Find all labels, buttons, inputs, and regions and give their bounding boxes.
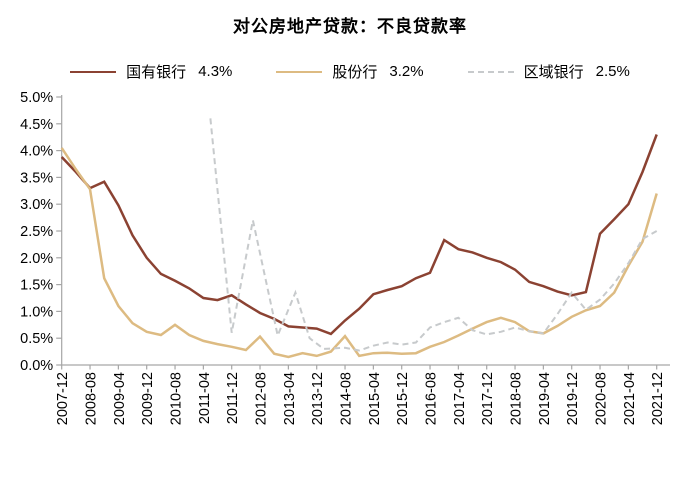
legend-label: 国有银行 (126, 64, 187, 81)
x-tick-label: 2017-12 (480, 372, 496, 425)
y-axis-ticks: 5.0% 4.5% 4.0% 3.5% 3.0% 2.5% 2.0% 1.5% 1.0% 0.5%… (20, 90, 62, 374)
legend-label: 股份行 (332, 64, 378, 81)
y-tick-label: 1.5% (20, 278, 53, 294)
x-tick-label: 2013-12 (310, 372, 326, 425)
x-tick-label: 2011-04 (197, 372, 213, 424)
x-tick-label: 2019-12 (565, 372, 581, 425)
x-tick-label: 2014-08 (339, 372, 355, 425)
x-tick-label: 2011-12 (225, 372, 241, 424)
legend-label: 区域银行 (523, 64, 584, 81)
x-tick-label: 2021-04 (622, 372, 638, 425)
legend-value: 4.3% (198, 63, 233, 80)
legend-item-state-owned-banks: 国有银行 4.3% (70, 61, 232, 82)
x-tick-label: 2017-04 (452, 372, 468, 425)
legend-item-regional-banks: 区域银行 2.5% (467, 61, 630, 82)
x-tick-label: 2013-04 (282, 372, 298, 425)
x-tick-label: 2009-04 (112, 372, 128, 425)
y-tick-label: 3.0% (20, 197, 53, 213)
legend-item-joint-stock-banks: 股份行 3.2% (276, 61, 424, 82)
x-tick-label: 2012-08 (254, 372, 270, 425)
series-line-1 (60, 147, 658, 359)
y-tick-label: 0.5% (20, 331, 53, 347)
x-tick-label: 2021-12 (650, 372, 666, 425)
x-tick-label: 2018-08 (509, 372, 525, 425)
y-tick-label: 2.0% (20, 251, 53, 267)
y-tick-label: 5.0% (20, 90, 53, 106)
x-tick-label: 2019-04 (537, 372, 553, 425)
legend-value: 3.2% (389, 63, 424, 80)
series-line-2 (209, 118, 658, 352)
x-tick-label: 2016-08 (424, 372, 440, 425)
x-tick-label: 2007-12 (55, 372, 71, 425)
y-tick-label: 2.5% (20, 224, 53, 240)
y-tick-label: 4.5% (20, 117, 53, 133)
dashed-line-swatch-regional (467, 70, 514, 73)
x-axis-ticks: 2007-12 2008-08 2009-04 2009-12 2010-08 2011-… (55, 365, 666, 425)
y-tick-label: 1.0% (20, 304, 53, 320)
legend-value: 2.5% (595, 63, 630, 80)
chart-title: 对公房地产贷款：不良贷款率 (233, 17, 467, 36)
line-swatch-joint-stock (276, 70, 323, 73)
y-tick-label: 3.5% (20, 170, 53, 186)
chart-legend: 国有银行 4.3% 股份行 3.2% 区域银行 2.5% (0, 61, 700, 82)
y-tick-label: 4.0% (20, 144, 53, 160)
series-line-0 (60, 134, 658, 336)
y-tick-label: 0.0% (20, 358, 53, 374)
x-tick-label: 2010-08 (169, 372, 185, 425)
x-tick-label: 2008-08 (84, 372, 100, 425)
x-tick-label: 2015-12 (395, 372, 411, 425)
line-swatch-state-owned (70, 70, 117, 73)
x-tick-label: 2009-12 (140, 372, 156, 425)
axes (60, 95, 670, 366)
x-tick-label: 2020-08 (594, 372, 610, 425)
x-tick-label: 2015-04 (367, 372, 383, 425)
